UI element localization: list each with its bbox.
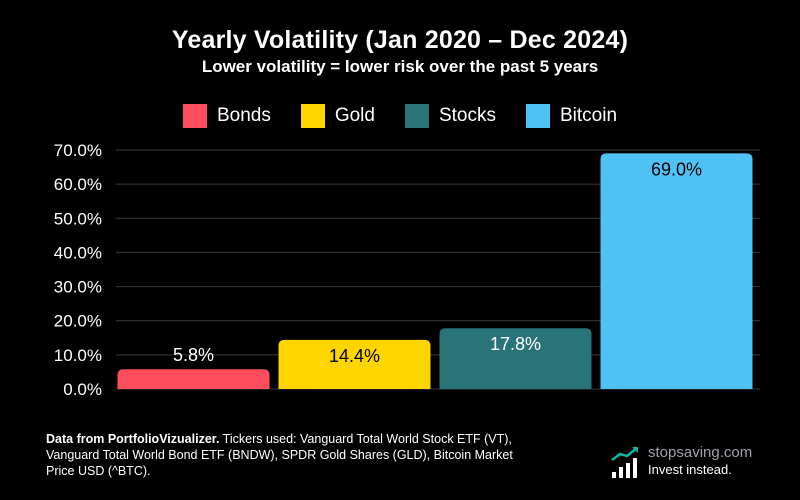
bar-value-label: 17.8%: [490, 334, 541, 354]
y-tick-label: 40.0%: [54, 243, 102, 262]
bar-chart-logo-icon: [611, 447, 638, 478]
bar-stocks: [439, 328, 592, 389]
chart-subtitle: Lower volatility = lower risk over the p…: [201, 57, 599, 76]
bar-bonds: [117, 369, 270, 389]
y-tick-label: 30.0%: [54, 278, 102, 297]
data-source-note: Data from PortfolioVizualizer. Tickers u…: [46, 431, 516, 479]
legend-label-stocks: Stocks: [438, 105, 496, 126]
legend-item-stocks: Stocks: [404, 104, 496, 128]
legend-label-gold: Gold: [334, 105, 375, 126]
legend-label-bonds: Bonds: [216, 105, 271, 126]
bar-value-label: 69.0%: [651, 159, 702, 179]
legend-item-bonds: Bonds: [182, 104, 271, 128]
bar-gold: [278, 339, 431, 389]
brand-logo-block: stopsaving.com Invest instead.: [610, 444, 790, 484]
legend-label-bitcoin: Bitcoin: [560, 105, 618, 126]
brand-name: stopsaving.com: [648, 444, 753, 461]
bar-value-label: 5.8%: [173, 345, 214, 365]
bar-value-label: 14.4%: [329, 346, 380, 366]
legend-swatch-bonds: [182, 104, 207, 128]
legend-swatch-stocks: [404, 104, 429, 128]
legend-item-gold: Gold: [300, 104, 375, 128]
y-tick-label: 70.0%: [54, 141, 102, 160]
y-tick-label: 50.0%: [54, 209, 102, 228]
y-tick-label: 0.0%: [63, 380, 102, 399]
y-tick-label: 10.0%: [54, 346, 102, 365]
legend-swatch-gold: [300, 104, 325, 128]
legend-item-bitcoin: Bitcoin: [526, 104, 617, 128]
data-source-text: Tickers used: Vanguard Total World Stock…: [46, 432, 513, 478]
data-source-bold: Data from PortfolioVizualizer.: [46, 432, 220, 446]
chart-title: Yearly Volatility (Jan 2020 – Dec 2024): [171, 26, 629, 54]
bar-bitcoin: [600, 153, 753, 389]
brand-tagline: Invest instead.: [648, 462, 732, 477]
legend-swatch-bitcoin: [526, 104, 550, 128]
y-tick-label: 60.0%: [54, 175, 102, 194]
y-tick-label: 20.0%: [54, 312, 102, 331]
chart-legend: Bonds Gold Stocks Bitcoin: [0, 104, 800, 128]
